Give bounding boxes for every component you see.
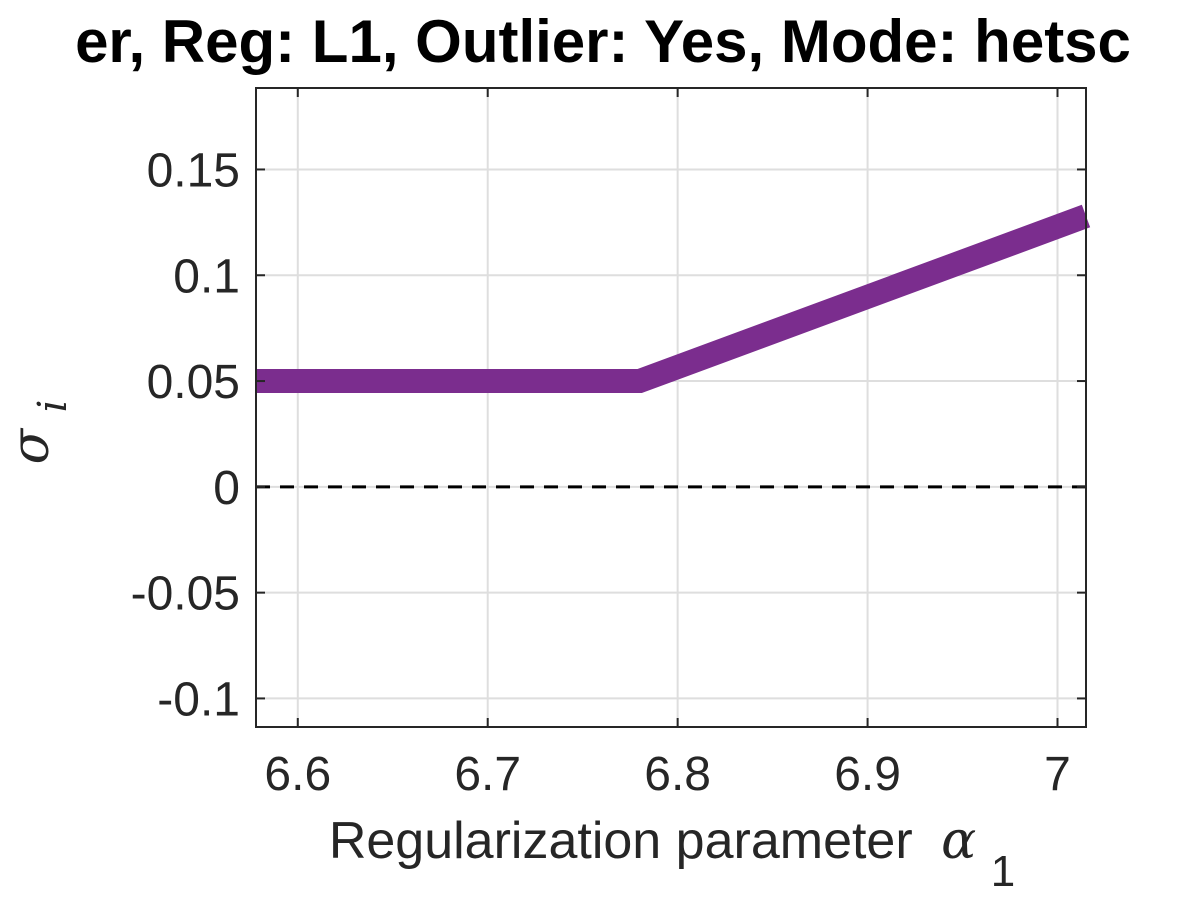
x-axis-label: Regularization parameter α 1 xyxy=(329,811,1015,896)
y-tick-label: 0.05 xyxy=(147,356,240,409)
y-axis-label: σ i xyxy=(1,400,76,465)
y-tick-label: 0 xyxy=(213,462,240,515)
y-tick-label: -0.1 xyxy=(157,673,240,726)
svg-text:Regularization parameter: Regularization parameter α 1 xyxy=(329,811,1015,896)
series-layer xyxy=(256,204,1091,394)
y-axis-label-symbol: σ xyxy=(1,427,61,464)
chart-title: er, Reg: L1, Outlier: Yes, Mode: hetsc xyxy=(75,8,1131,75)
x-tick-label: 6.6 xyxy=(264,748,331,801)
x-axis-label-subscript: 1 xyxy=(991,847,1015,896)
series-line-0 xyxy=(256,204,1091,394)
y-axis-label-subscript: i xyxy=(30,400,76,413)
y-tick-label: -0.05 xyxy=(131,568,240,621)
y-tick-label: 0.15 xyxy=(147,144,240,197)
grid xyxy=(256,88,1086,727)
x-tick-label: 7 xyxy=(1044,748,1071,801)
x-tick-label: 6.7 xyxy=(454,748,521,801)
x-tick-label: 6.9 xyxy=(834,748,901,801)
ticks: 6.6 6.7 6.8 6.9 7 -0.1 -0.05 0 0.05 0.1 0.15 xyxy=(131,88,1086,801)
x-axis-label-text: Regularization parameter xyxy=(329,812,913,870)
x-axis-label-symbol: α xyxy=(941,811,976,871)
svg-text:σ i: σ i xyxy=(1,400,76,465)
x-tick-label: 6.8 xyxy=(644,748,711,801)
y-tick-label: 0.1 xyxy=(173,250,240,303)
plot-frame xyxy=(255,87,1087,728)
